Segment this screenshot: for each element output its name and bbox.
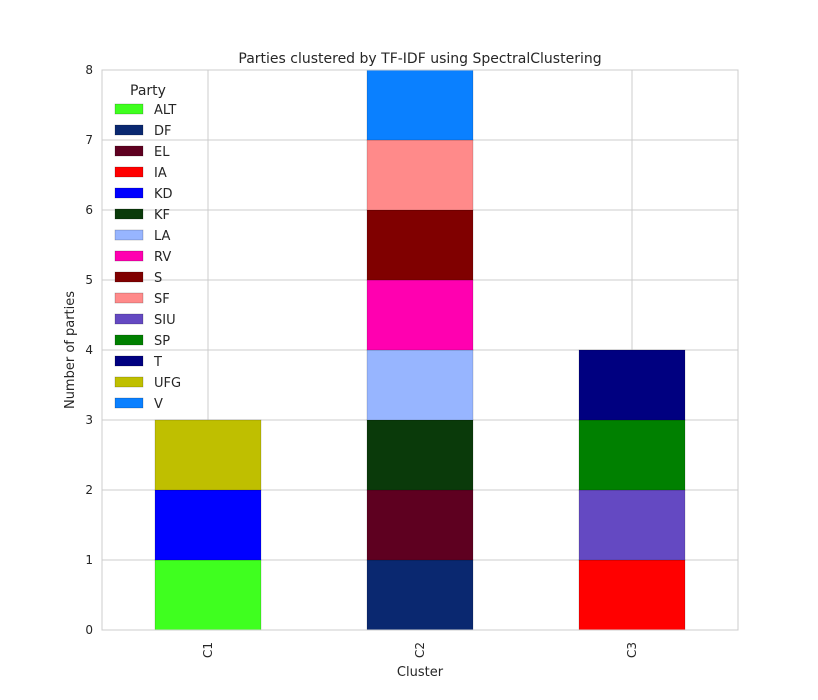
y-axis-label: Number of parties (63, 291, 78, 409)
legend-swatch-s (114, 271, 144, 283)
bars (154, 69, 686, 631)
y-tick-label: 4 (85, 343, 93, 357)
legend-label-sf: SF (154, 292, 170, 307)
y-tick-label: 6 (85, 203, 93, 217)
x-tick-label: C1 (201, 642, 215, 658)
bar-segment-la-c2 (366, 349, 474, 421)
bar-segment-v-c2 (366, 69, 474, 141)
chart-title: Parties clustered by TF-IDF using Spectr… (238, 51, 601, 67)
bar-segment-s-c2 (366, 209, 474, 281)
plot-frame (101, 69, 739, 631)
legend-label-ia: IA (154, 166, 167, 181)
legend-label-rv: RV (154, 250, 171, 265)
legend-label-alt: ALT (154, 103, 176, 118)
bar-segment-kf-c2 (366, 419, 474, 491)
bar-segment-df-c2 (366, 559, 474, 631)
y-tick-label: 8 (85, 63, 93, 77)
y-tick-label: 3 (85, 413, 93, 427)
bar-segment-sf-c2 (366, 139, 474, 211)
y-tick-label: 7 (85, 133, 93, 147)
legend: Party ALT DF EL IA KD KF LA RV S SF SIU SP T UFG V (114, 83, 181, 412)
legend-label-s: S (154, 271, 162, 286)
y-tick-labels: 0 1 2 3 4 5 6 7 8 (85, 63, 93, 637)
legend-swatch-alt (114, 103, 144, 115)
x-axis-label: Cluster (397, 665, 444, 680)
legend-swatch-siu (114, 313, 144, 325)
legend-label-kd: KD (154, 187, 173, 202)
bar-segment-siu-c3 (578, 489, 686, 561)
y-tick-label: 0 (85, 623, 93, 637)
legend-swatch-kf (114, 208, 144, 220)
legend-swatch-la (114, 229, 144, 241)
legend-swatch-ufg (114, 376, 144, 388)
legend-label-df: DF (154, 124, 172, 139)
legend-label-la: LA (154, 229, 171, 244)
legend-swatch-ia (114, 166, 144, 178)
bar-segment-alt-c1 (154, 559, 262, 631)
bar-segment-ufg-c1 (154, 419, 262, 491)
legend-label-t: T (153, 355, 162, 370)
legend-label-sp: SP (154, 334, 170, 349)
legend-label-siu: SIU (154, 313, 176, 328)
legend-label-el: EL (154, 145, 170, 160)
legend-swatch-t (114, 355, 144, 367)
legend-swatch-sp (114, 334, 144, 346)
x-tick-label: C3 (625, 642, 639, 658)
legend-swatch-el (114, 145, 144, 157)
x-tick-label: C2 (413, 642, 427, 658)
legend-swatch-df (114, 124, 144, 136)
x-tick-labels: C1 C2 C3 (201, 642, 639, 658)
y-tick-label: 2 (85, 483, 93, 497)
bar-segment-t-c3 (578, 349, 686, 421)
legend-label-ufg: UFG (154, 376, 181, 391)
legend-swatch-sf (114, 292, 144, 304)
y-tick-label: 1 (85, 553, 93, 567)
legend-swatch-v (114, 397, 144, 409)
legend-title: Party (130, 83, 166, 99)
bar-segment-sp-c3 (578, 419, 686, 491)
legend-swatch-kd (114, 187, 144, 199)
y-tick-label: 5 (85, 273, 93, 287)
legend-label-kf: KF (154, 208, 170, 223)
bar-segment-el-c2 (366, 489, 474, 561)
legend-label-v: V (154, 397, 163, 412)
bar-segment-rv-c2 (366, 279, 474, 351)
bar-segment-ia-c3 (578, 559, 686, 631)
legend-swatch-rv (114, 250, 144, 262)
bar-segment-kd-c1 (154, 489, 262, 561)
